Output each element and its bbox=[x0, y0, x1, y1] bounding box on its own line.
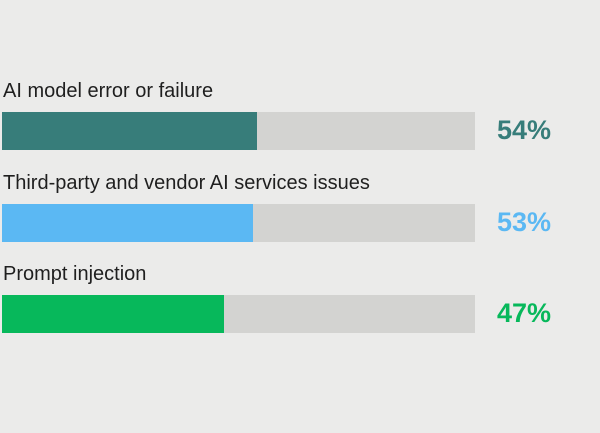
bar-label: Prompt injection bbox=[3, 263, 147, 285]
bar bbox=[2, 295, 225, 333]
value-label: 47% bbox=[497, 298, 552, 328]
bar-track bbox=[2, 112, 475, 150]
bar bbox=[2, 112, 258, 150]
bar-track bbox=[2, 295, 475, 333]
bar bbox=[2, 204, 253, 242]
bar-label: AI model error or failure bbox=[3, 80, 214, 102]
value-label: 53% bbox=[497, 207, 552, 237]
value-label: 54% bbox=[497, 115, 552, 145]
bar-track bbox=[2, 204, 475, 242]
bar-label: Third-party and vendor AI services issue… bbox=[3, 172, 370, 194]
